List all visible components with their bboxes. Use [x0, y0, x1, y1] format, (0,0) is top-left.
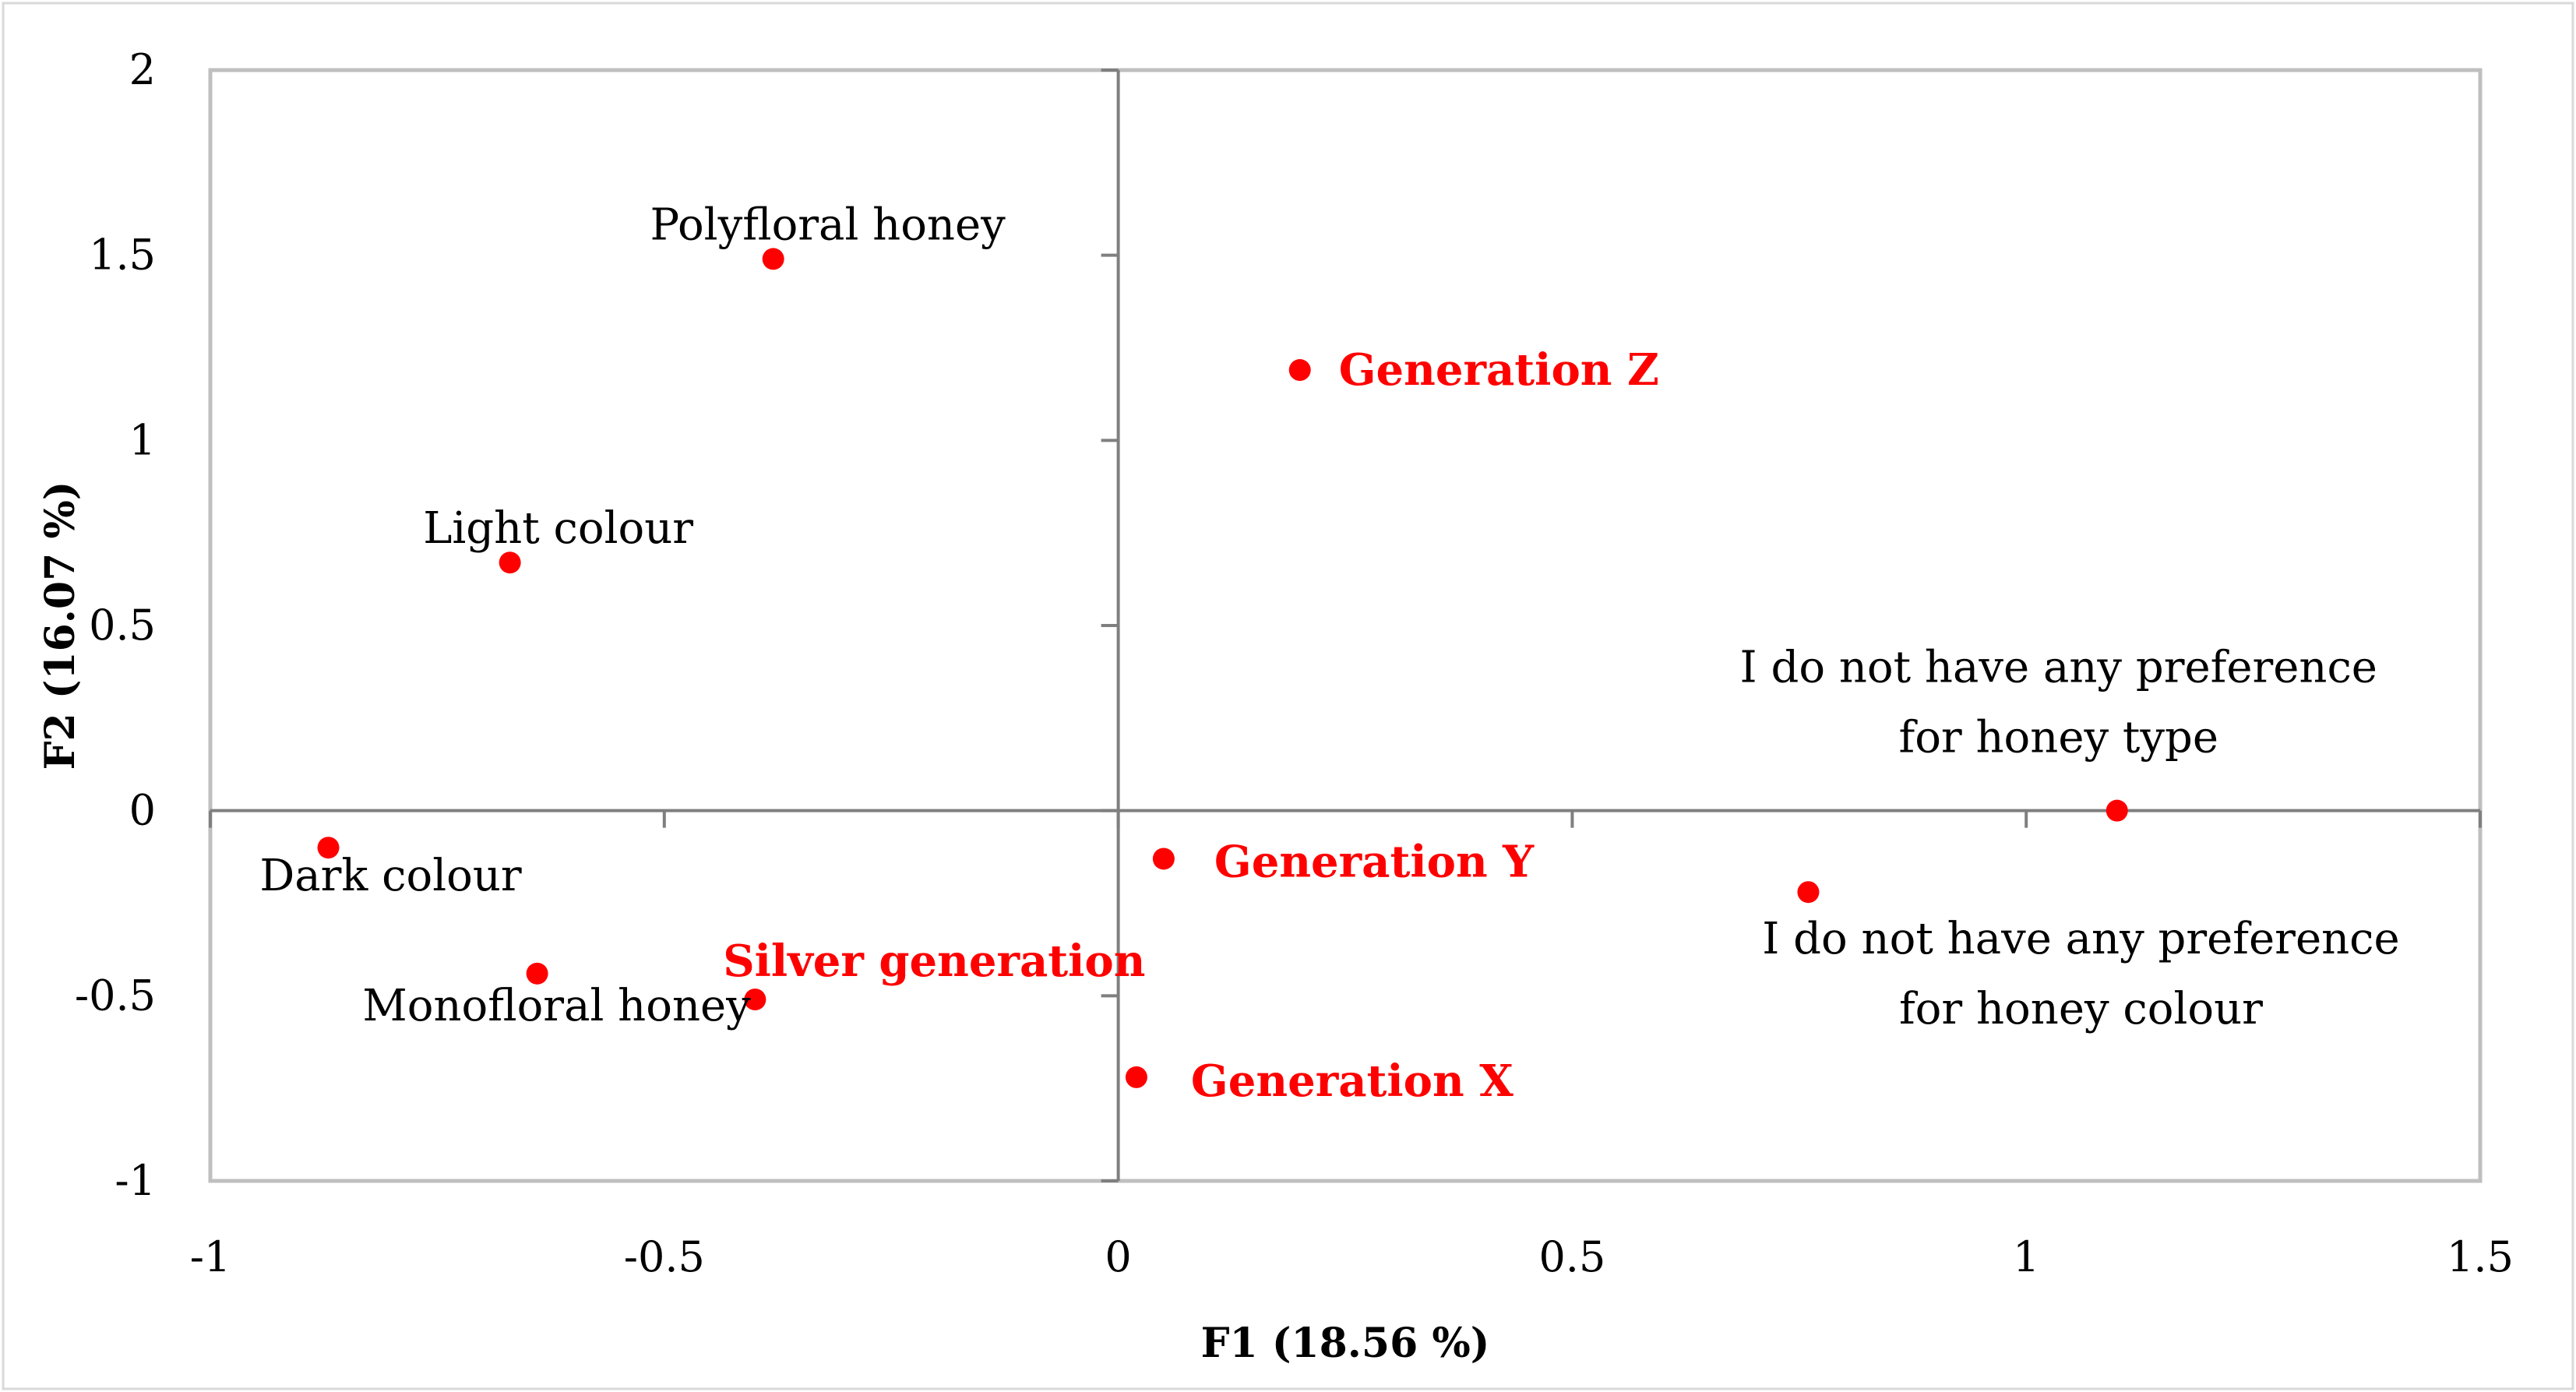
data-point	[762, 248, 784, 270]
point-label: I do not have any preference for honey co…	[1762, 914, 2399, 1034]
y-tick-label: 0	[129, 786, 156, 835]
x-tick-label: 0.5	[1538, 1232, 1605, 1281]
data-point	[1797, 881, 1820, 904]
point-labels: Polyfloral honey Light colour Dark colour M…	[259, 199, 2399, 1106]
point-label: Monofloral honey	[362, 981, 751, 1031]
y-tick-labels: 2 1.5 1 0.5 0 -0.5 -1	[75, 45, 156, 1205]
data-point	[499, 552, 521, 574]
y-tick-label: -0.5	[75, 971, 156, 1020]
plot-area-frame	[208, 68, 2483, 1183]
data-point	[1125, 1066, 1147, 1088]
y-axis-title: F2 (16.07 %)	[37, 481, 84, 770]
x-tick-label: 1	[2013, 1232, 2039, 1281]
data-point	[1152, 848, 1175, 870]
y-tick-label: 2	[129, 45, 156, 94]
x-tick-label: -1	[190, 1232, 231, 1281]
point-label: Silver generation	[723, 936, 1145, 987]
point-label: I do not have any preference for honey ty…	[1740, 643, 2377, 763]
y-tick-label: 1.5	[89, 231, 156, 280]
x-tick-label: 1.5	[2447, 1232, 2514, 1281]
data-point	[1288, 359, 1311, 382]
y-tick-label: -1	[115, 1156, 156, 1205]
point-label: Polyfloral honey	[650, 199, 1006, 250]
x-axis-title: F1 (18.56 %)	[1201, 1320, 1490, 1367]
data-points	[317, 248, 2128, 1088]
data-point	[317, 837, 340, 859]
x-tick-label: 0	[1105, 1232, 1131, 1281]
y-tick-label: 1	[129, 415, 156, 464]
x-tick-label: -0.5	[624, 1232, 705, 1281]
point-label: Light colour	[423, 503, 693, 554]
y-tick-label: 0.5	[89, 601, 156, 650]
data-point	[744, 988, 766, 1011]
point-label: Generation X	[1191, 1055, 1514, 1107]
x-tick-labels: -1 -0.5 0 0.5 1 1.5	[190, 1232, 2514, 1281]
data-point	[2106, 799, 2128, 822]
point-label: Generation Z	[1339, 344, 1659, 396]
point-label: Dark colour	[259, 851, 522, 901]
data-point	[526, 962, 548, 985]
axes-group	[209, 69, 2482, 1182]
point-label: Generation Y	[1214, 836, 1535, 887]
